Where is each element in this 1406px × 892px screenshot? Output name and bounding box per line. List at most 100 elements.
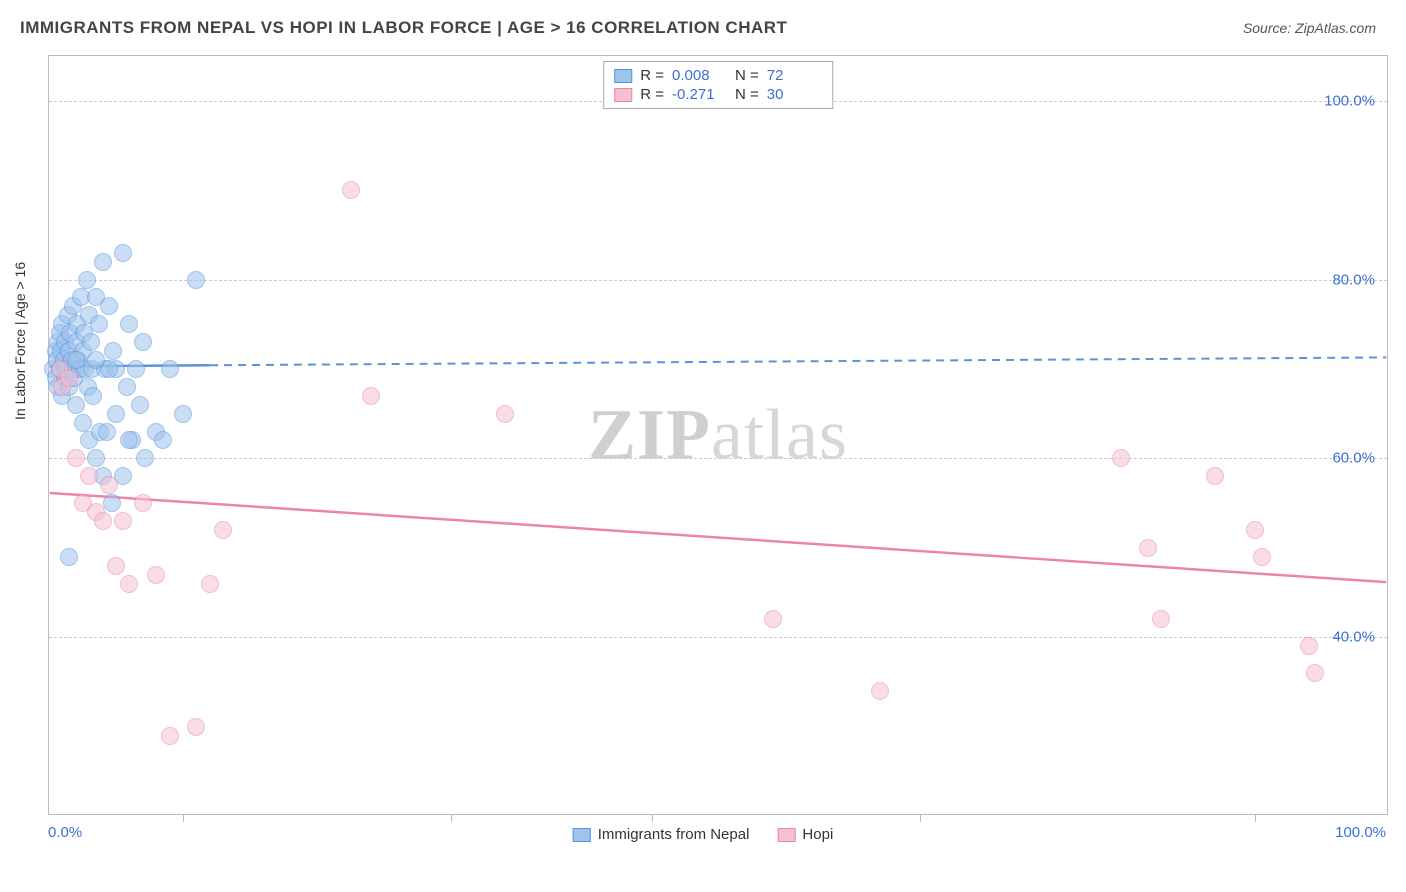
data-point bbox=[114, 244, 132, 262]
legend-row-series-1: R = -0.271 N = 30 bbox=[614, 85, 822, 104]
data-point bbox=[134, 333, 152, 351]
data-point bbox=[1152, 610, 1170, 628]
data-point bbox=[1253, 548, 1271, 566]
data-point bbox=[154, 431, 172, 449]
data-point bbox=[98, 423, 116, 441]
legend-bottom-swatch-1 bbox=[777, 828, 795, 842]
data-point bbox=[104, 342, 122, 360]
y-tick-label: 60.0% bbox=[1332, 450, 1375, 467]
data-point bbox=[871, 682, 889, 700]
data-point bbox=[80, 467, 98, 485]
x-tick bbox=[451, 814, 452, 822]
x-axis-min-label: 0.0% bbox=[48, 824, 82, 841]
data-point bbox=[136, 449, 154, 467]
legend-correlation: R = 0.008 N = 72 R = -0.271 N = 30 bbox=[603, 61, 833, 109]
watermark: ZIPatlas bbox=[588, 394, 848, 477]
legend-r-value-1: -0.271 bbox=[672, 86, 727, 103]
trend-line-dashed bbox=[210, 357, 1386, 365]
legend-row-series-0: R = 0.008 N = 72 bbox=[614, 66, 822, 85]
y-tick-label: 80.0% bbox=[1332, 271, 1375, 288]
data-point bbox=[87, 449, 105, 467]
data-point bbox=[67, 396, 85, 414]
x-tick bbox=[1255, 814, 1256, 822]
data-point bbox=[1300, 637, 1318, 655]
data-point bbox=[120, 431, 138, 449]
data-point bbox=[120, 315, 138, 333]
x-tick bbox=[183, 814, 184, 822]
data-point bbox=[78, 271, 96, 289]
data-point bbox=[161, 360, 179, 378]
legend-r-label: R = bbox=[640, 86, 664, 103]
gridline bbox=[49, 458, 1387, 459]
data-point bbox=[131, 396, 149, 414]
data-point bbox=[118, 378, 136, 396]
watermark-bold: ZIP bbox=[588, 395, 711, 475]
data-point bbox=[161, 727, 179, 745]
legend-swatch-0 bbox=[614, 69, 632, 83]
legend-r-value-0: 0.008 bbox=[672, 67, 727, 84]
data-point bbox=[90, 315, 108, 333]
y-axis-label: In Labor Force | Age > 16 bbox=[12, 262, 28, 420]
data-point bbox=[67, 351, 85, 369]
data-point bbox=[60, 548, 78, 566]
data-point bbox=[94, 512, 112, 530]
legend-bottom-swatch-0 bbox=[573, 828, 591, 842]
watermark-light: atlas bbox=[711, 395, 848, 475]
legend-item-1: Hopi bbox=[777, 826, 833, 843]
data-point bbox=[1206, 467, 1224, 485]
data-point bbox=[1246, 521, 1264, 539]
data-point bbox=[127, 360, 145, 378]
plot-area: ZIPatlas 40.0% 60.0% 80.0% 100.0% R = 0.008… bbox=[48, 55, 1388, 815]
data-point bbox=[174, 405, 192, 423]
chart-header: IMMIGRANTS FROM NEPAL VS HOPI IN LABOR F… bbox=[0, 0, 1406, 48]
data-point bbox=[1306, 664, 1324, 682]
x-tick bbox=[920, 814, 921, 822]
gridline bbox=[49, 280, 1387, 281]
data-point bbox=[362, 387, 380, 405]
data-point bbox=[496, 405, 514, 423]
data-point bbox=[342, 181, 360, 199]
legend-bottom-label-1: Hopi bbox=[802, 826, 833, 843]
legend-n-value-1: 30 bbox=[767, 86, 822, 103]
trend-lines bbox=[49, 56, 1387, 814]
legend-n-label: N = bbox=[735, 67, 759, 84]
x-tick bbox=[652, 814, 653, 822]
data-point bbox=[114, 512, 132, 530]
legend-r-label: R = bbox=[640, 67, 664, 84]
gridline bbox=[49, 637, 1387, 638]
data-point bbox=[134, 494, 152, 512]
data-point bbox=[60, 369, 78, 387]
data-point bbox=[82, 333, 100, 351]
data-point bbox=[764, 610, 782, 628]
data-point bbox=[1112, 449, 1130, 467]
data-point bbox=[120, 575, 138, 593]
data-point bbox=[1139, 539, 1157, 557]
data-point bbox=[147, 566, 165, 584]
legend-item-0: Immigrants from Nepal bbox=[573, 826, 750, 843]
data-point bbox=[103, 494, 121, 512]
legend-series: Immigrants from Nepal Hopi bbox=[573, 826, 834, 843]
data-point bbox=[100, 476, 118, 494]
trend-line-solid bbox=[50, 493, 1386, 582]
y-tick-label: 100.0% bbox=[1324, 92, 1375, 109]
y-tick-label: 40.0% bbox=[1332, 629, 1375, 646]
chart-title: IMMIGRANTS FROM NEPAL VS HOPI IN LABOR F… bbox=[20, 18, 787, 38]
data-point bbox=[107, 405, 125, 423]
data-point bbox=[87, 351, 105, 369]
legend-bottom-label-0: Immigrants from Nepal bbox=[598, 826, 750, 843]
chart-source: Source: ZipAtlas.com bbox=[1243, 20, 1376, 36]
data-point bbox=[187, 271, 205, 289]
data-point bbox=[67, 449, 85, 467]
data-point bbox=[84, 387, 102, 405]
data-point bbox=[214, 521, 232, 539]
data-point bbox=[187, 718, 205, 736]
legend-n-label: N = bbox=[735, 86, 759, 103]
legend-n-value-0: 72 bbox=[767, 67, 822, 84]
x-axis-max-label: 100.0% bbox=[1335, 824, 1386, 841]
data-point bbox=[107, 557, 125, 575]
legend-swatch-1 bbox=[614, 88, 632, 102]
data-point bbox=[201, 575, 219, 593]
data-point bbox=[100, 297, 118, 315]
data-point bbox=[74, 414, 92, 432]
data-point bbox=[94, 253, 112, 271]
